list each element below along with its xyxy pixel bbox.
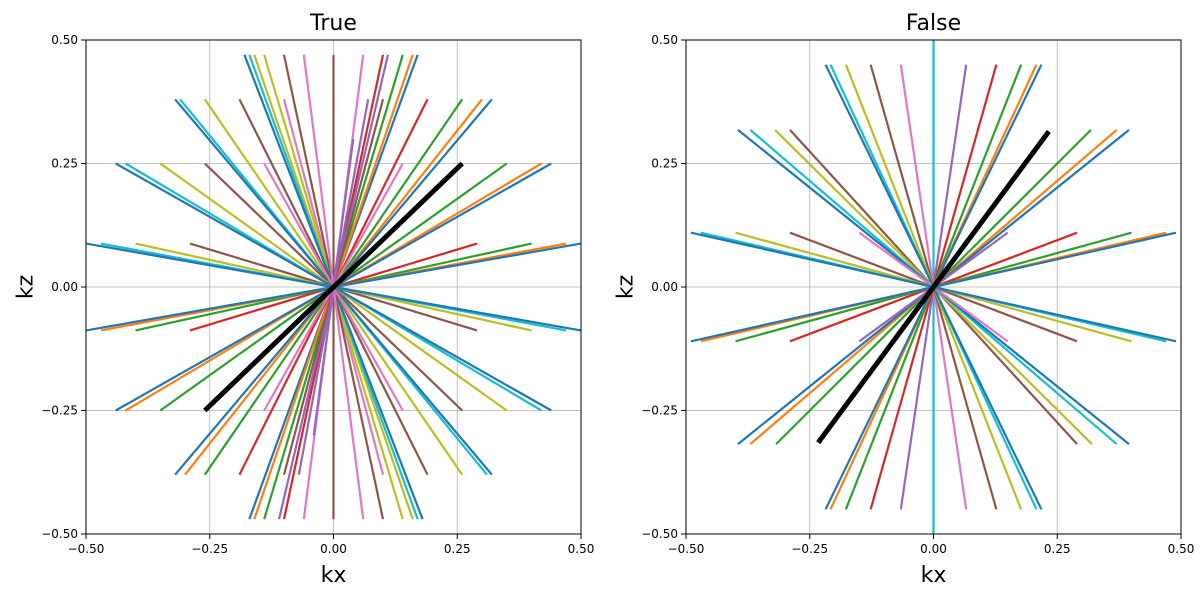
y-tick-label: 0.00 — [51, 280, 78, 294]
plot-area — [86, 54, 581, 520]
y-tick-label: 0.50 — [651, 33, 678, 47]
x-tick-label: −0.25 — [791, 542, 828, 556]
x-tick-label: 0.25 — [444, 542, 471, 556]
chart-false: −0.50−0.50 −0.25 −0.25 0.00 0.00 0.25 0.25 0.50… — [614, 11, 1195, 588]
x-tick-label: 0.00 — [320, 542, 347, 556]
x-tick-label: −0.50 — [68, 542, 105, 556]
y-tick-label: 0.25 — [651, 157, 678, 171]
x-tick-label: 0.00 — [920, 542, 947, 556]
x-axis-label: kx — [921, 563, 947, 588]
x-tick-label: −0.50 — [668, 542, 705, 556]
chart-true: −0.50−0.50 −0.25 −0.25 0.00 0.00 0.25 0.25 0.50… — [14, 11, 595, 588]
highlight-spoke — [203, 161, 464, 413]
y-tick-label: 0.50 — [51, 33, 78, 47]
x-axis-label: kx — [321, 563, 347, 588]
y-axis-label: kz — [14, 275, 39, 299]
chart-title: False — [906, 11, 961, 36]
y-tick-label: 0.00 — [651, 280, 678, 294]
x-tick-label: 0.50 — [568, 542, 595, 556]
y-tick-label: −0.25 — [641, 404, 678, 418]
y-tick-label: −0.25 — [41, 404, 78, 418]
x-tick-label: 0.25 — [1044, 542, 1071, 556]
y-tick-label: −0.50 — [641, 527, 678, 541]
x-tick-label: 0.50 — [1168, 542, 1195, 556]
y-tick-label: 0.25 — [51, 157, 78, 171]
chart-title: True — [309, 11, 357, 36]
y-tick-label: −0.50 — [41, 527, 78, 541]
plot-area — [690, 40, 1177, 534]
highlight-spoke — [816, 129, 1051, 445]
x-tick-label: −0.25 — [191, 542, 228, 556]
y-axis-label: kz — [614, 275, 639, 299]
